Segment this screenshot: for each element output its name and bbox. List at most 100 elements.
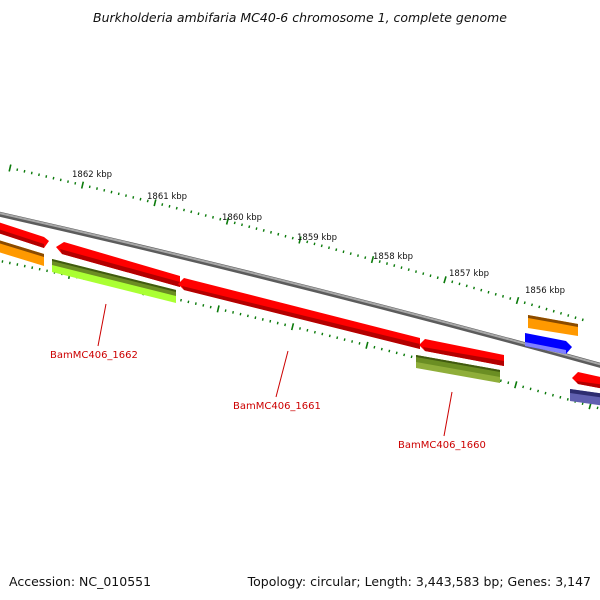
outer-ring-minor-tick	[538, 305, 541, 309]
inner-ring-minor-tick	[202, 304, 205, 307]
outer-ring-minor-tick	[473, 286, 475, 290]
outer-ring-minor-tick	[277, 232, 280, 236]
outer-ring-minor-tick	[146, 199, 149, 203]
outer-ring-minor-tick	[349, 252, 352, 255]
inner-ring-minor-tick	[269, 319, 272, 323]
outer-ring-minor-tick	[175, 206, 178, 210]
outer-ring-minor-tick	[103, 188, 106, 192]
inner-ring-minor-tick	[194, 302, 197, 306]
outer-ring-minor-tick	[523, 301, 526, 305]
outer-ring-minor-tick	[262, 229, 265, 232]
inner-ring-minor-tick	[551, 393, 554, 397]
outer-ring-minor-tick	[545, 307, 548, 311]
inner-ring-minor-tick	[8, 261, 11, 265]
gene-label-1662[interactable]: BamMC406_1662	[50, 350, 138, 361]
outer-ring-minor-tick	[291, 236, 294, 240]
gene-arrow-left-partial	[0, 222, 49, 248]
inner-ring-minor-tick	[343, 338, 346, 341]
outer-ring-minor-tick	[110, 190, 113, 194]
outer-ring-minor-tick	[313, 242, 316, 246]
outer-ring-minor-tick	[212, 215, 214, 219]
scale-label-1860: 1860 kbp	[222, 213, 262, 223]
outer-ring-minor-tick	[530, 303, 534, 307]
outer-ring-minor-tick	[23, 169, 26, 173]
gene-arrow-right-partial	[572, 372, 600, 389]
outer-ring-minor-tick	[125, 194, 127, 197]
outer-ring-minor-tick	[219, 217, 222, 221]
inner-ring-minor-tick	[507, 381, 510, 385]
outer-ring-minor-tick	[378, 260, 381, 263]
outer-ring-minor-tick	[342, 250, 345, 254]
map-title: Burkholderia ambifaria MC40-6 chromosome…	[93, 10, 507, 25]
outer-ring-major-tick	[298, 236, 302, 244]
accession-text: Accession: NC_010551	[9, 574, 152, 589]
inner-ring-minor-tick	[232, 310, 234, 314]
inner-ring-minor-tick	[261, 318, 264, 321]
outer-ring-minor-tick	[132, 196, 135, 199]
outer-ring-minor-tick	[509, 297, 512, 300]
outer-ring-minor-tick	[197, 212, 200, 216]
lime-gene-1662	[52, 259, 176, 303]
outer-ring-minor-tick	[494, 292, 497, 296]
outer-ring-minor-tick	[407, 268, 410, 271]
inner-ring-minor-tick	[16, 263, 19, 266]
outer-ring-minor-tick	[248, 225, 251, 229]
outer-ring-minor-tick	[502, 294, 504, 298]
gene-labels: BamMC406_1662 BamMC406_1661 BamMC406_166…	[50, 350, 486, 451]
outer-ring-minor-tick	[487, 290, 490, 294]
inner-ring-minor-tick	[544, 391, 547, 395]
gene-arrow-1660	[419, 339, 504, 366]
outer-ring-minor-tick	[436, 276, 439, 280]
outer-ring-minor-tick	[38, 173, 40, 177]
outer-ring-minor-tick	[364, 256, 367, 259]
outer-tick-ring	[8, 164, 584, 322]
scale-labels: 1862 kbp 1861 kbp 1860 kbp 1859 kbp 1858…	[72, 170, 565, 296]
scale-label-1861: 1861 kbp	[147, 192, 187, 202]
outer-ring-minor-tick	[183, 208, 185, 212]
inner-ring-minor-tick	[254, 316, 257, 320]
inner-ring-minor-tick	[321, 332, 324, 336]
inner-ring-minor-tick	[537, 389, 540, 393]
outer-ring-major-tick	[515, 296, 520, 305]
outer-ring-minor-tick	[139, 197, 142, 201]
gene-label-1660[interactable]: BamMC406_1660	[398, 440, 486, 451]
inner-ring-minor-tick	[358, 342, 361, 345]
outer-ring-minor-tick	[30, 171, 33, 175]
inner-ring-minor-tick	[559, 395, 562, 399]
inner-ring-minor-tick	[395, 351, 398, 355]
inner-ring-major-tick	[365, 341, 369, 349]
outer-ring-minor-tick	[581, 318, 584, 322]
outer-ring-minor-tick	[161, 203, 164, 206]
outer-ring-minor-tick	[241, 223, 243, 227]
outer-ring-minor-tick	[320, 244, 323, 248]
leader-line-1660	[443, 391, 453, 437]
inner-ring-minor-tick	[499, 379, 502, 383]
scale-label-1862: 1862 kbp	[72, 170, 112, 180]
olive-gene-1660	[416, 355, 500, 383]
outer-ring-minor-tick	[88, 185, 91, 189]
outer-ring-minor-tick	[393, 264, 396, 267]
outer-ring-minor-tick	[117, 192, 120, 196]
outer-ring-minor-tick	[328, 246, 330, 250]
inner-ring-minor-tick	[403, 353, 406, 357]
outer-ring-minor-tick	[465, 284, 468, 288]
outer-ring-minor-tick	[480, 288, 483, 292]
leader-line-1661	[275, 350, 289, 398]
outer-ring-major-tick	[370, 255, 375, 264]
inner-ring-minor-tick	[209, 305, 212, 309]
backbone	[0, 211, 600, 368]
blue-gene-right	[525, 333, 572, 354]
forward-strand-features	[0, 222, 600, 389]
inner-ring-minor-tick	[373, 345, 376, 349]
inner-ring-minor-tick	[336, 336, 339, 340]
outer-ring-minor-tick	[306, 240, 309, 244]
gene-label-1661[interactable]: BamMC406_1661	[233, 401, 321, 412]
reverse-strand-features	[0, 240, 600, 406]
outer-ring-minor-tick	[458, 282, 461, 286]
inner-ring-minor-tick	[596, 406, 599, 410]
outer-ring-minor-tick	[59, 178, 62, 182]
outer-ring-minor-tick	[255, 227, 258, 230]
outer-ring-minor-tick	[552, 309, 555, 313]
outer-ring-major-tick	[80, 181, 85, 189]
